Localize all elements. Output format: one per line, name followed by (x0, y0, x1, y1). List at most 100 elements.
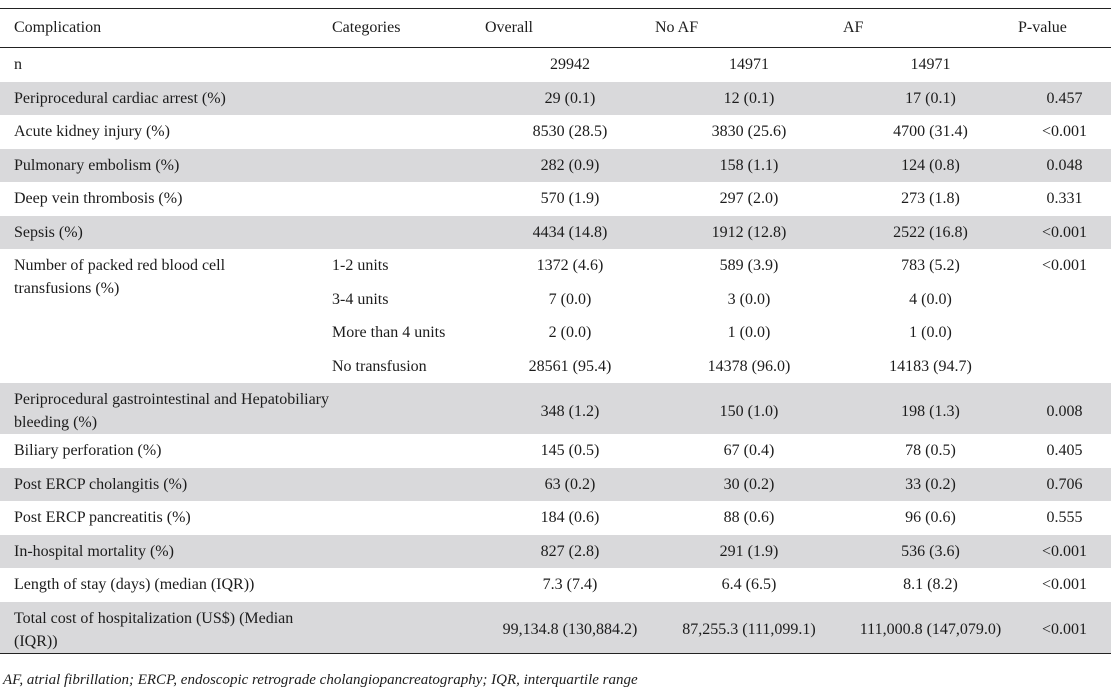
categories-cell (332, 182, 485, 216)
categories-cell: 1-2 units (332, 257, 389, 275)
complication-cell: Total cost of hospitalization (US$) (Med… (0, 601, 332, 654)
categories-cell (332, 534, 485, 568)
p-value-cell: 0.008 (1018, 383, 1111, 434)
af-cell: 33 (0.2) (843, 467, 1018, 501)
overall-cell: 29 (0.1) (485, 81, 655, 115)
no-af-cell: 297 (2.0) (719, 190, 779, 208)
p-value-cell: <0.001 (1018, 534, 1111, 568)
complication-cell: In-hospital mortality (%) (0, 534, 332, 568)
header-no-af: No AF (655, 8, 843, 48)
overall-cell: 8530 (28.5) (532, 123, 608, 141)
overall-cell: 282 (0.9) (485, 148, 655, 182)
no-af-cell: 1912 (12.8) (655, 215, 843, 249)
table-row: In-hospital mortality (%) 827 (2.8) 291 (1… (0, 534, 1111, 568)
categories-cell (332, 81, 485, 115)
categories-cell (332, 48, 485, 82)
categories-cell (332, 467, 485, 501)
p-value-cell: 0.457 (1018, 81, 1111, 115)
complication-cell: n (14, 56, 22, 74)
categories-cell: 3-4 units (332, 290, 389, 308)
no-af-cell: 12 (0.1) (655, 81, 843, 115)
table-row: 3-4 units 7 (0.0) 3 (0.0) 4 (0.0) (0, 283, 1111, 317)
table-row: More than 4 units 2 (0.0) 1 (0.0) 1 (0.0) (0, 316, 1111, 350)
p-value-cell: 0.048 (1018, 148, 1111, 182)
no-af-cell: 67 (0.4) (723, 442, 775, 460)
table-row: Pulmonary embolism (%) 282 (0.9) 158 (1.1)… (0, 148, 1111, 182)
no-af-cell: 158 (1.1) (655, 148, 843, 182)
table-row: Periprocedural cardiac arrest (%) 29 (0.1… (0, 81, 1111, 115)
table-row: Deep vein thrombosis (%) 570 (1.9) 297 (2.… (0, 182, 1111, 216)
overall-cell: 827 (2.8) (485, 534, 655, 568)
no-af-cell: 14378 (96.0) (707, 357, 791, 375)
overall-cell: 63 (0.2) (485, 467, 655, 501)
overall-cell: 99,134.8 (130,884.2) (485, 601, 655, 654)
p-value-cell: <0.001 (1018, 601, 1111, 654)
header-p-value: P-value (1018, 8, 1111, 48)
overall-cell: 2 (0.0) (548, 324, 592, 342)
categories-cell: More than 4 units (332, 324, 446, 342)
no-af-cell: 150 (1.0) (655, 383, 843, 434)
categories-cell (332, 601, 485, 654)
af-cell: 96 (0.6) (905, 509, 956, 527)
table-footnote: AF, atrial fibrillation; ERCP, endoscopi… (3, 672, 638, 688)
table-row: n 29942 14971 14971 (0, 48, 1111, 82)
table-row: Total cost of hospitalization (US$) (Med… (0, 601, 1111, 654)
complication-cell: Acute kidney injury (%) (14, 123, 170, 141)
p-value-cell: 0.405 (1046, 442, 1083, 460)
complication-cell: Biliary perforation (%) (14, 442, 162, 460)
p-value-cell: 0.555 (1046, 509, 1083, 527)
p-value-cell (1018, 48, 1111, 82)
table-row: Periprocedural gastrointestinal and Hepa… (0, 383, 1111, 434)
categories-cell (332, 215, 485, 249)
overall-cell: 28561 (95.4) (528, 357, 612, 375)
table-row: Sepsis (%) 4434 (14.8) 1912 (12.8) 2522 (16… (0, 215, 1111, 249)
complication-cell: Periprocedural cardiac arrest (%) (0, 81, 332, 115)
af-cell: 536 (3.6) (843, 534, 1018, 568)
table-row: Biliary perforation (%) 145 (0.5) 67 (0.4)… (0, 434, 1111, 468)
overall-cell: 1372 (4.6) (536, 257, 604, 275)
overall-cell: 4434 (14.8) (485, 215, 655, 249)
header-af: AF (843, 8, 1018, 48)
table-row: No transfusion 28561 (95.4) 14378 (96.0) 14… (0, 350, 1111, 384)
no-af-cell: 30 (0.2) (655, 467, 843, 501)
p-value-cell: <0.001 (1041, 123, 1088, 141)
header-complication: Complication (0, 8, 332, 48)
p-value-cell: 0.706 (1018, 467, 1111, 501)
no-af-cell: 1 (0.0) (727, 324, 771, 342)
categories-cell (332, 148, 485, 182)
no-af-cell: 589 (3.9) (719, 257, 779, 275)
overall-cell: 145 (0.5) (540, 442, 600, 460)
header-row: Complication Categories Overall No AF AF… (0, 8, 1111, 48)
no-af-cell: 6.4 (6.5) (721, 576, 777, 594)
header-categories: Categories (332, 8, 485, 48)
complications-table: Complication Categories Overall No AF AF… (0, 8, 1111, 654)
af-cell: 78 (0.5) (905, 442, 956, 460)
no-af-cell: 3830 (25.6) (711, 123, 787, 141)
af-cell: 4700 (31.4) (893, 123, 968, 141)
header-overall: Overall (485, 8, 655, 48)
af-cell: 273 (1.8) (901, 190, 960, 208)
no-af-cell: 87,255.3 (111,099.1) (655, 601, 843, 654)
af-cell: 2522 (16.8) (843, 215, 1018, 249)
complication-cell: Deep vein thrombosis (%) (14, 190, 183, 208)
complication-cell: Pulmonary embolism (%) (0, 148, 332, 182)
categories-cell: No transfusion (332, 357, 427, 375)
table-row: Number of packed red blood cell transfus… (0, 249, 1111, 297)
overall-cell: 570 (1.9) (540, 190, 600, 208)
af-cell: 14183 (94.7) (889, 357, 972, 375)
overall-cell: 7 (0.0) (548, 290, 592, 308)
complication-cell: Number of packed red blood cell transfus… (14, 257, 226, 297)
p-value-cell: <0.001 (1018, 215, 1111, 249)
af-cell: 14971 (910, 56, 951, 74)
af-cell: 17 (0.1) (843, 81, 1018, 115)
af-cell: 198 (1.3) (843, 383, 1018, 434)
overall-cell: 184 (0.6) (540, 509, 600, 527)
af-cell: 783 (5.2) (901, 257, 960, 275)
p-value-cell: <0.001 (1041, 576, 1088, 594)
af-cell: 8.1 (8.2) (903, 576, 958, 594)
overall-cell: 348 (1.2) (485, 383, 655, 434)
no-af-cell: 14971 (729, 56, 769, 74)
overall-cell: 29942 (550, 56, 590, 74)
table-row: Length of stay (days) (median (IQR)) 7.3 … (0, 568, 1111, 602)
